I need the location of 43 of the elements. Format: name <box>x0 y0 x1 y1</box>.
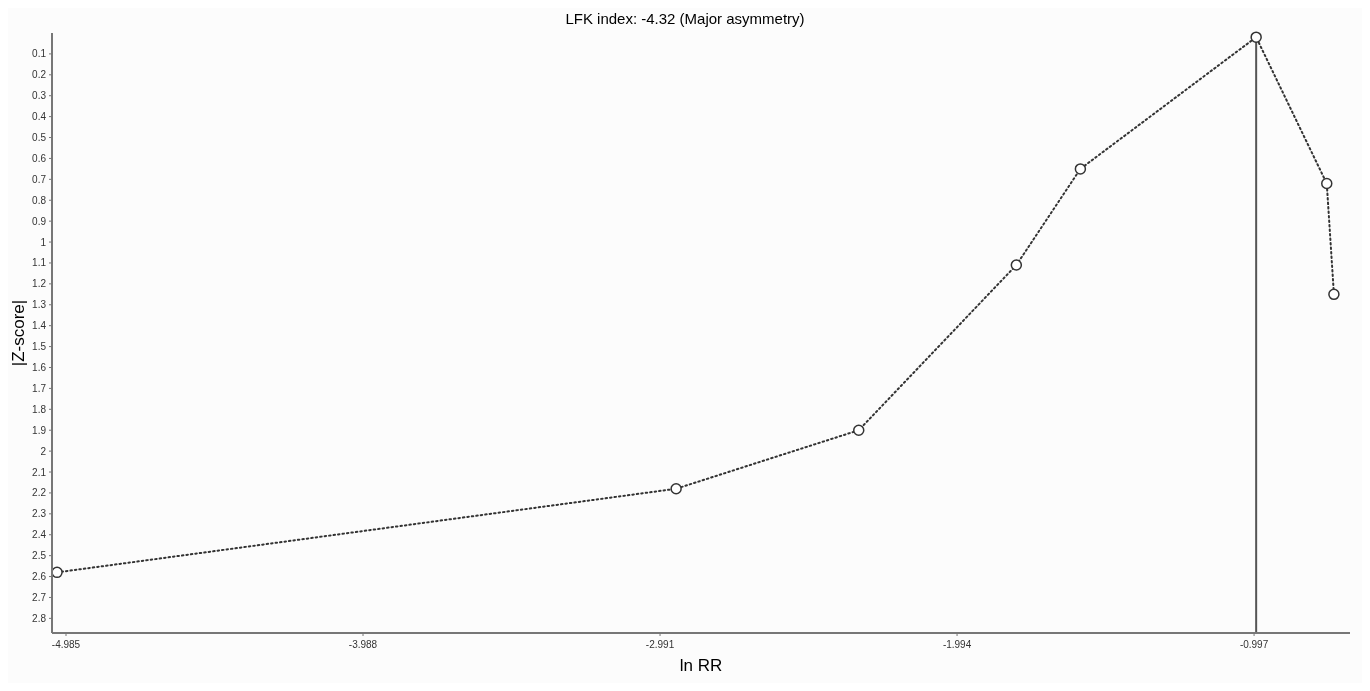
y-tick-label: 0.1 <box>32 48 47 60</box>
point <box>1010 259 1023 271</box>
y-tick-label: 2.4 <box>32 529 47 541</box>
y-axis-title: |Z-score| <box>9 299 28 367</box>
x-axis-title: ln RR <box>679 656 723 675</box>
y-tick-label: 0.7 <box>32 173 47 185</box>
y-tick-label: 0.3 <box>32 90 47 102</box>
x-tick-label: -4.985 <box>51 639 81 650</box>
x-tick-label: -1.994 <box>942 639 972 650</box>
y-tick-label: 0.6 <box>32 152 47 164</box>
y-tick-label: 2.1 <box>32 466 47 478</box>
point <box>1074 163 1087 175</box>
y-tick-label: 1.3 <box>32 299 47 311</box>
y-tick-label: 1.2 <box>32 278 47 290</box>
x-tick-label: -2.991 <box>645 639 675 650</box>
y-tick-label: 2.2 <box>32 487 47 499</box>
y-tick-label: 0.5 <box>32 132 47 144</box>
y-tick-label: 2.6 <box>32 571 47 583</box>
point <box>852 424 865 436</box>
point <box>1328 288 1340 301</box>
y-tick-label: 1.6 <box>32 361 47 373</box>
y-tick-label: 1.9 <box>32 424 47 436</box>
y-tick-label: 2.5 <box>32 550 47 562</box>
y-tick-label: 2.7 <box>32 591 47 603</box>
y-tick-label: 1.4 <box>32 320 47 332</box>
y-tick-label: 1 <box>40 236 47 248</box>
point <box>670 483 682 495</box>
x-tick-label: -3.988 <box>348 639 378 650</box>
y-tick-label: 1.1 <box>32 257 47 269</box>
y-tick-label: 1.7 <box>32 382 47 394</box>
y-tick-label: 2.3 <box>32 508 47 520</box>
y-tick-label: 1.8 <box>32 403 47 415</box>
point <box>1321 177 1333 190</box>
chart-title: LFK index: -4.32 (Major asymmetry) <box>565 10 805 27</box>
y-tick-label: 0.4 <box>32 111 47 123</box>
y-tick-label: 1.5 <box>32 341 47 353</box>
y-tick-label: 0.9 <box>32 215 47 227</box>
y-tick-label: 0.2 <box>32 69 47 81</box>
x-tick-label: -0.997 <box>1239 639 1269 650</box>
y-tick-label: 2 <box>40 445 47 457</box>
y-tick-label: 0.8 <box>32 194 47 206</box>
point <box>1250 31 1262 43</box>
y-tick-label: 2.8 <box>32 612 47 624</box>
